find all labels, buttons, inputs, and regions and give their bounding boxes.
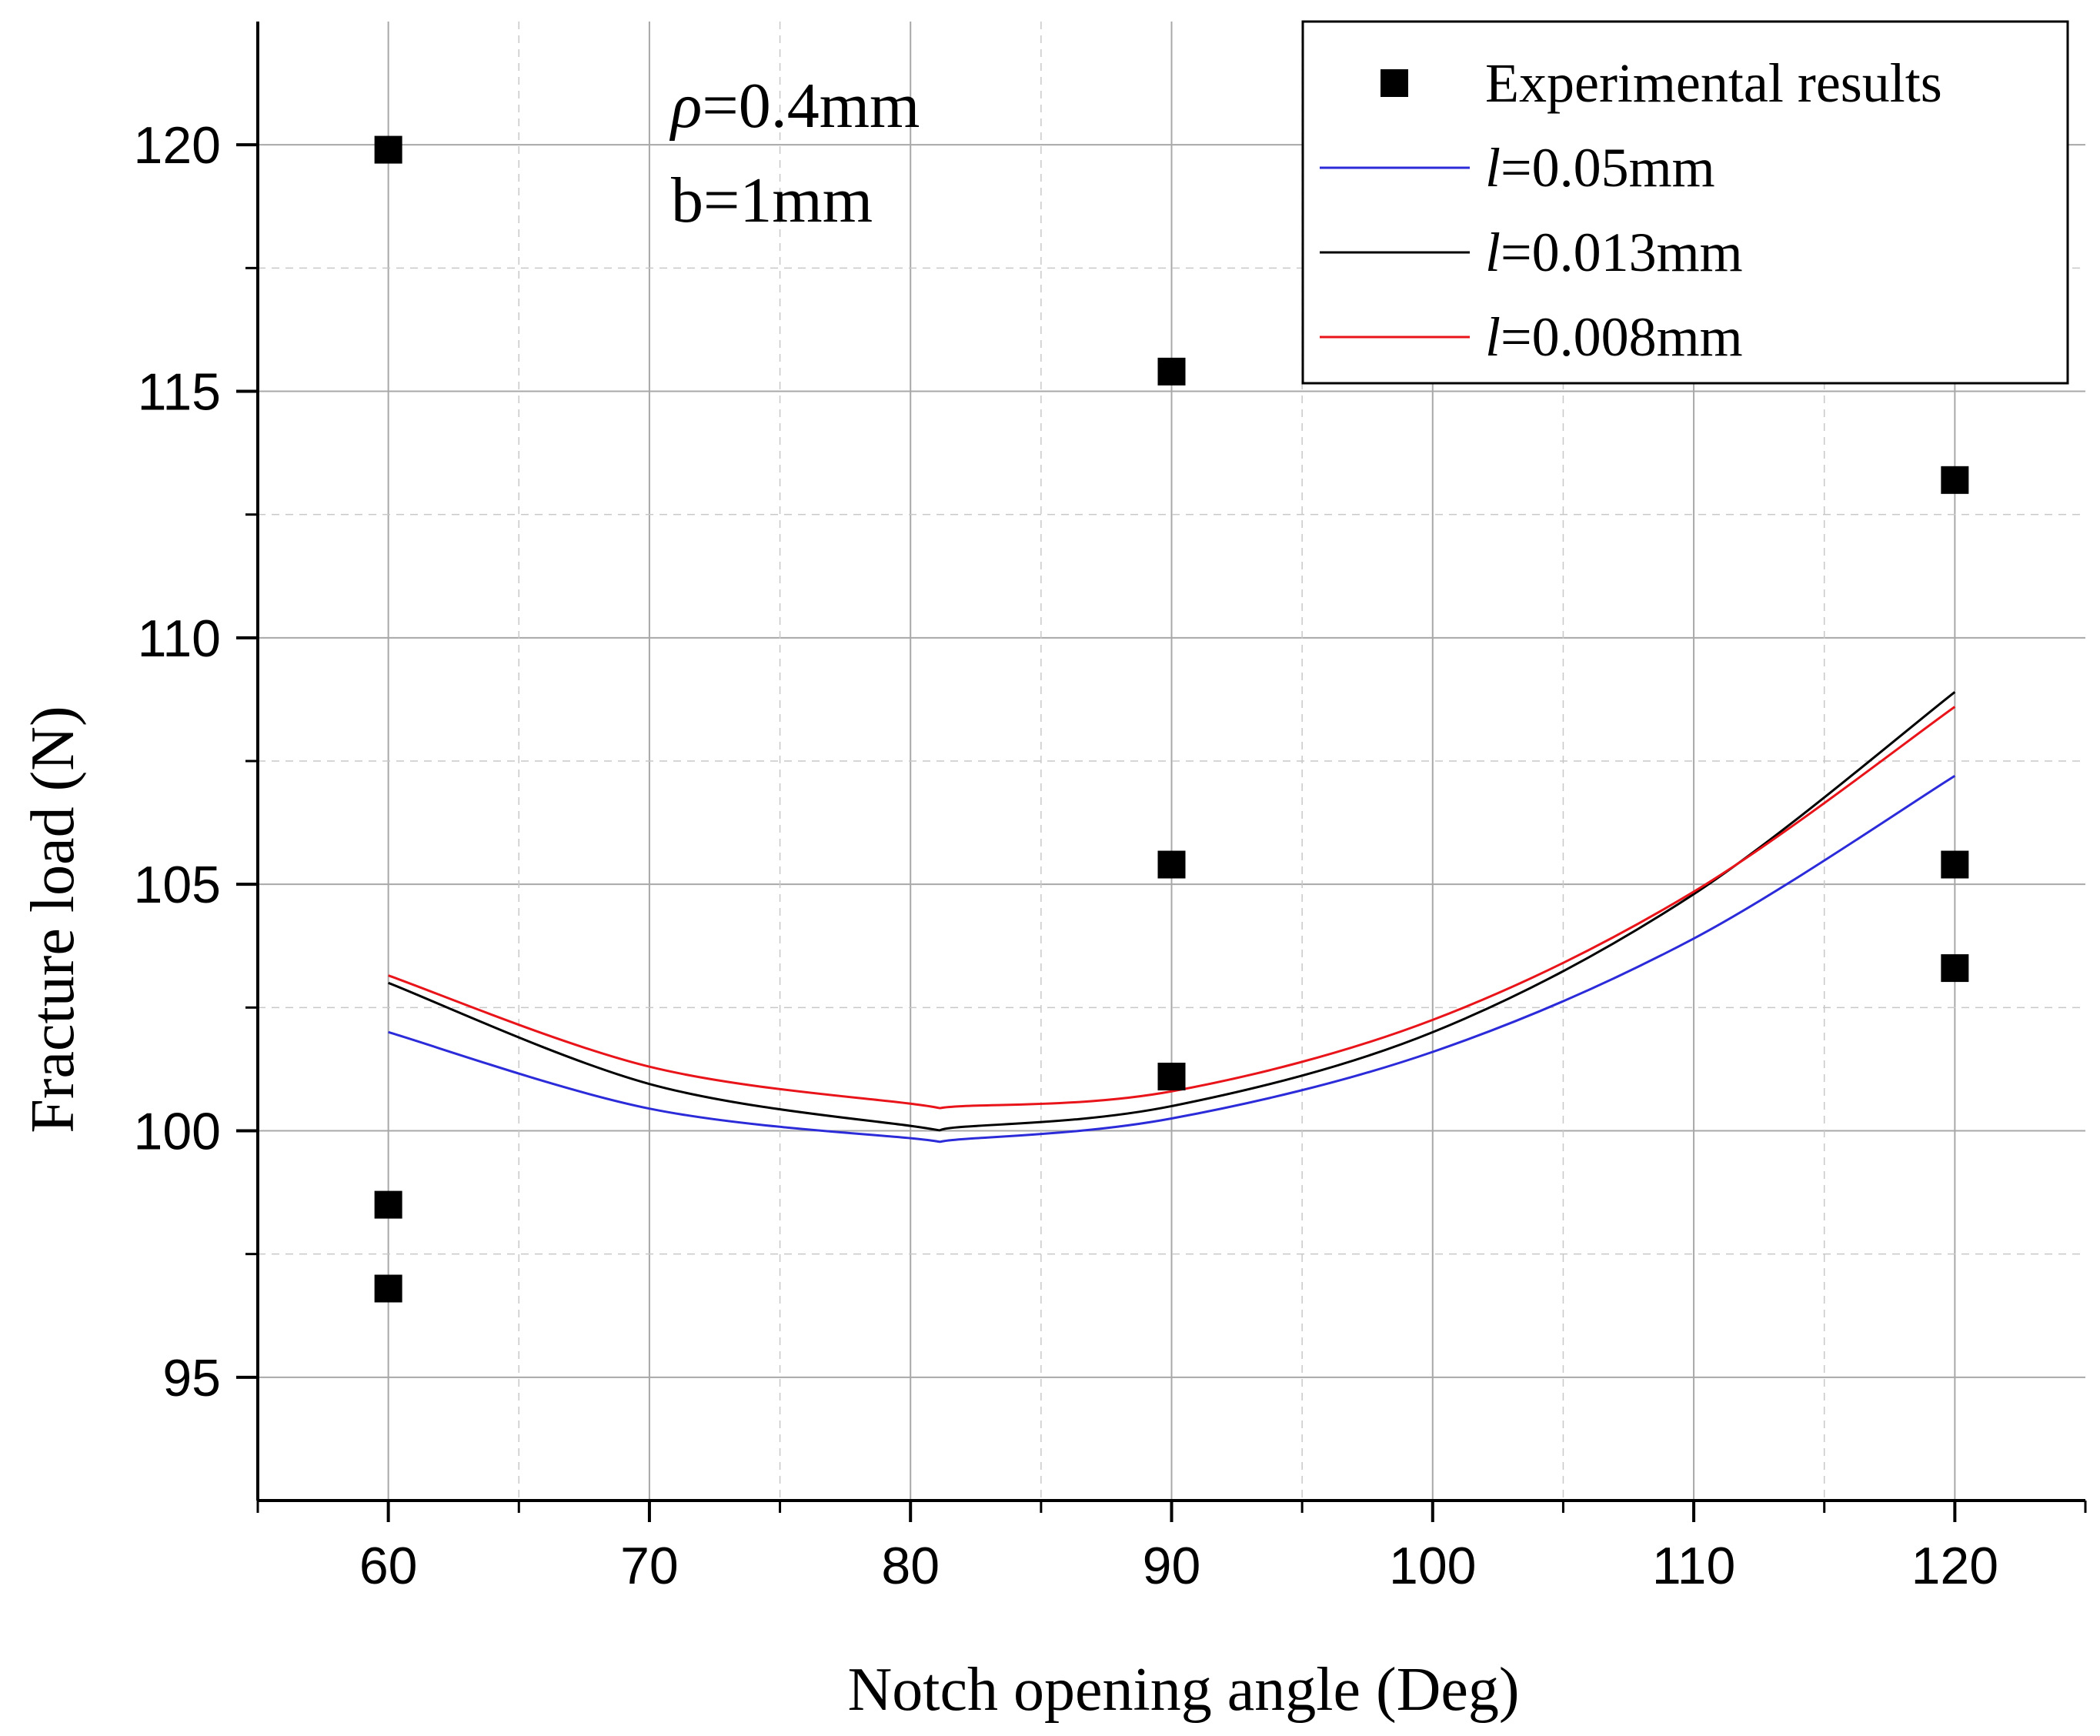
legend-label-1: l=0.05mm — [1485, 137, 1715, 199]
data-point — [1157, 850, 1186, 879]
legend-label-0: Experimental results — [1485, 52, 1942, 114]
data-point — [374, 1274, 402, 1303]
x-axis-title: Notch opening angle (Deg) — [847, 1656, 1519, 1724]
legend-italic-l: l — [1485, 137, 1501, 199]
data-point — [1157, 357, 1186, 386]
y-tick-label: 110 — [138, 609, 221, 668]
fit-curve-2 — [388, 691, 1956, 1132]
fit-curves — [388, 691, 1956, 1143]
rho-value: =0.4mm — [702, 70, 920, 142]
rho-annotation: ρ=0.4mm — [669, 70, 920, 142]
axes — [236, 22, 2087, 1522]
legend-value: =0.05mm — [1501, 137, 1715, 199]
y-tick-label: 115 — [138, 363, 221, 422]
y-tick-label: 95 — [162, 1349, 221, 1407]
x-tick-label: 100 — [1389, 1537, 1476, 1595]
x-tick-label: 120 — [1911, 1537, 1998, 1595]
b-annotation: b=1mm — [671, 165, 873, 236]
legend-italic-l: l — [1485, 222, 1501, 283]
data-point — [1941, 954, 1969, 983]
legend-italic-l: l — [1485, 306, 1501, 368]
legend-value: =0.013mm — [1501, 222, 1743, 283]
y-tick-label: 120 — [134, 116, 221, 175]
x-tick-label: 70 — [620, 1537, 679, 1595]
legend: Experimental resultsl=0.05mml=0.013mml=0… — [1301, 20, 2069, 385]
legend-label-2: l=0.013mm — [1485, 222, 1743, 283]
data-point — [1941, 466, 1969, 494]
legend-label-3: l=0.008mm — [1485, 306, 1743, 368]
legend-value: =0.008mm — [1501, 306, 1743, 368]
y-tick-label: 100 — [134, 1103, 221, 1161]
data-point — [374, 135, 402, 164]
parameter-annotation: ρ=0.4mm b=1mm — [669, 70, 920, 236]
rho-symbol: ρ — [669, 70, 702, 142]
x-tick-label: 80 — [881, 1537, 940, 1595]
x-tick-label: 110 — [1652, 1537, 1735, 1595]
y-axis-title: Fracture load (N) — [19, 706, 87, 1133]
data-point — [374, 1190, 402, 1219]
x-tick-label: 60 — [359, 1537, 418, 1595]
legend-marker-experimental — [1381, 69, 1408, 97]
data-point — [1941, 850, 1969, 879]
data-point — [1157, 1063, 1186, 1091]
x-tick-label: 90 — [1143, 1537, 1201, 1595]
fit-curve-1 — [388, 774, 1956, 1143]
experimental-points — [374, 135, 1969, 1303]
tick-labels: 60 70 80 90 100 110 120 95 100 105 110 115 120 — [134, 116, 1999, 1595]
y-tick-label: 105 — [134, 856, 221, 914]
fit-curve-3 — [388, 706, 1956, 1110]
legend-box — [1301, 20, 2069, 385]
